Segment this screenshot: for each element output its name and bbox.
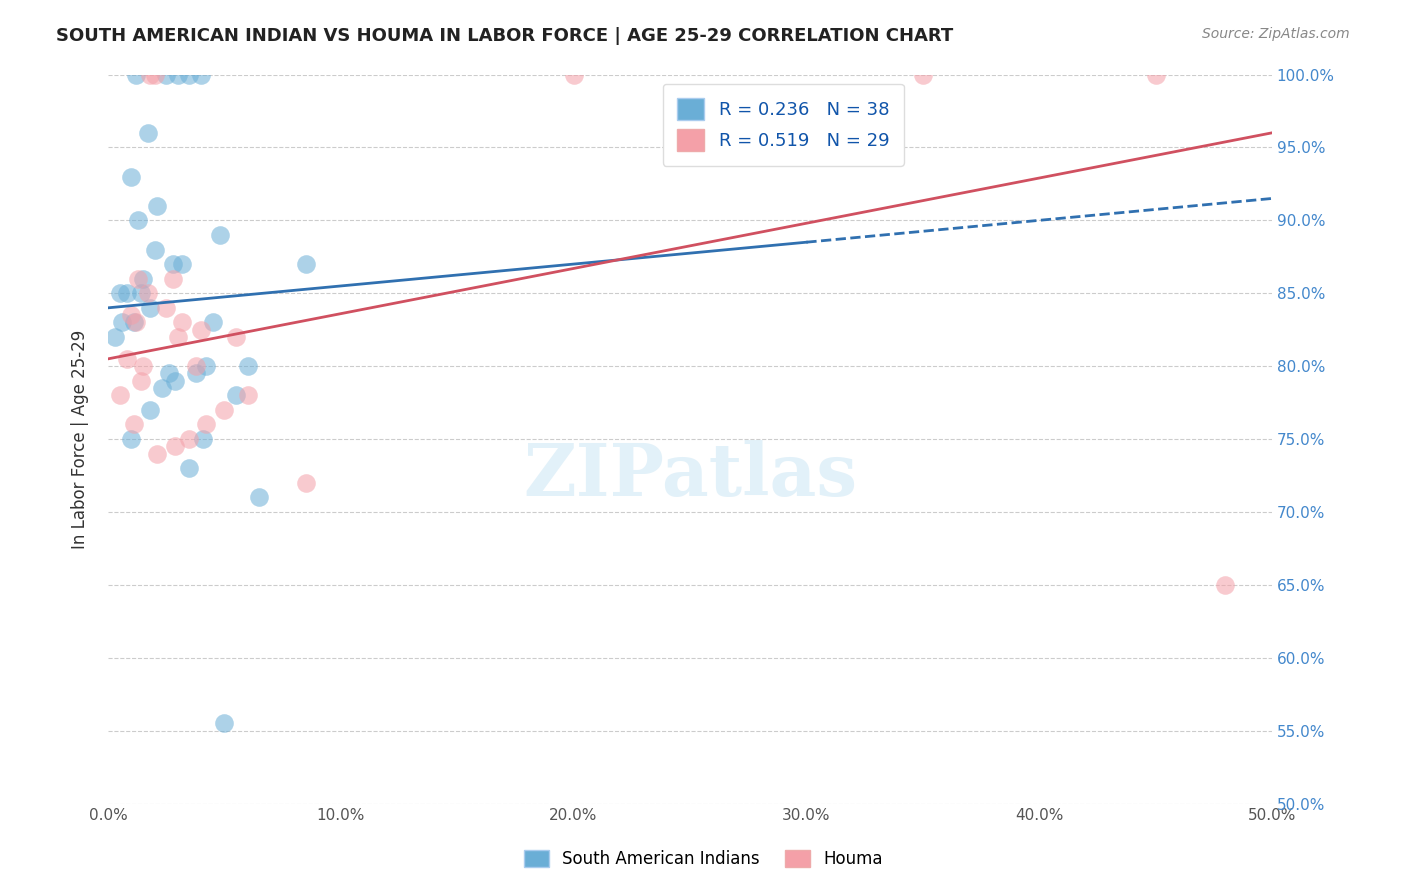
Point bbox=[139, 68, 162, 82]
Text: SOUTH AMERICAN INDIAN VS HOUMA IN LABOR FORCE | AGE 25-29 CORRELATION CHART: SOUTH AMERICAN INDIAN VS HOUMA IN LABOR … bbox=[56, 27, 953, 45]
Point bbox=[166, 330, 188, 344]
Point bbox=[225, 330, 247, 344]
Point bbox=[136, 126, 159, 140]
Point bbox=[104, 330, 127, 344]
Point bbox=[132, 271, 155, 285]
Point bbox=[122, 315, 145, 329]
Point bbox=[194, 417, 217, 432]
Point bbox=[125, 68, 148, 82]
Point bbox=[194, 359, 217, 373]
Point bbox=[143, 243, 166, 257]
Point bbox=[155, 301, 177, 315]
Point bbox=[295, 475, 318, 490]
Point bbox=[172, 257, 194, 271]
Point bbox=[399, 826, 422, 840]
Point bbox=[214, 403, 236, 417]
Y-axis label: In Labor Force | Age 25-29: In Labor Force | Age 25-29 bbox=[72, 329, 89, 549]
Point bbox=[146, 199, 169, 213]
Point bbox=[179, 432, 201, 446]
Point bbox=[911, 68, 934, 82]
Point bbox=[120, 169, 142, 184]
Point bbox=[146, 447, 169, 461]
Point bbox=[139, 403, 162, 417]
Point bbox=[127, 213, 149, 227]
Point bbox=[108, 286, 131, 301]
Point bbox=[179, 68, 201, 82]
Point bbox=[165, 439, 187, 453]
Point bbox=[129, 374, 152, 388]
Point bbox=[162, 257, 184, 271]
Point bbox=[155, 68, 177, 82]
Point bbox=[562, 68, 585, 82]
Point bbox=[190, 323, 212, 337]
Point bbox=[236, 388, 259, 402]
Point bbox=[201, 315, 224, 329]
Point bbox=[122, 417, 145, 432]
Point bbox=[186, 367, 208, 381]
Text: Source: ZipAtlas.com: Source: ZipAtlas.com bbox=[1202, 27, 1350, 41]
Point bbox=[139, 301, 162, 315]
Point bbox=[108, 388, 131, 402]
Point bbox=[172, 315, 194, 329]
Point bbox=[193, 432, 215, 446]
Point bbox=[225, 388, 247, 402]
Point bbox=[136, 286, 159, 301]
Point bbox=[157, 367, 180, 381]
Legend: R = 0.236   N = 38, R = 0.519   N = 29: R = 0.236 N = 38, R = 0.519 N = 29 bbox=[662, 84, 904, 166]
Point bbox=[190, 68, 212, 82]
Point bbox=[186, 359, 208, 373]
Point bbox=[120, 432, 142, 446]
Point bbox=[236, 359, 259, 373]
Point bbox=[150, 381, 173, 395]
Point bbox=[115, 351, 138, 366]
Point bbox=[562, 840, 585, 855]
Point bbox=[179, 461, 201, 475]
Text: ZIPatlas: ZIPatlas bbox=[523, 440, 858, 511]
Point bbox=[214, 716, 236, 731]
Point bbox=[120, 308, 142, 322]
Point bbox=[115, 286, 138, 301]
Point bbox=[1215, 578, 1237, 592]
Point bbox=[125, 315, 148, 329]
Point bbox=[208, 227, 231, 242]
Point bbox=[165, 374, 187, 388]
Legend: South American Indians, Houma: South American Indians, Houma bbox=[517, 843, 889, 875]
Point bbox=[1144, 68, 1167, 82]
Point bbox=[129, 286, 152, 301]
Point bbox=[247, 491, 270, 505]
Point bbox=[132, 359, 155, 373]
Point bbox=[166, 68, 188, 82]
Point bbox=[162, 271, 184, 285]
Point bbox=[143, 68, 166, 82]
Point bbox=[111, 315, 134, 329]
Point bbox=[295, 257, 318, 271]
Point bbox=[127, 271, 149, 285]
